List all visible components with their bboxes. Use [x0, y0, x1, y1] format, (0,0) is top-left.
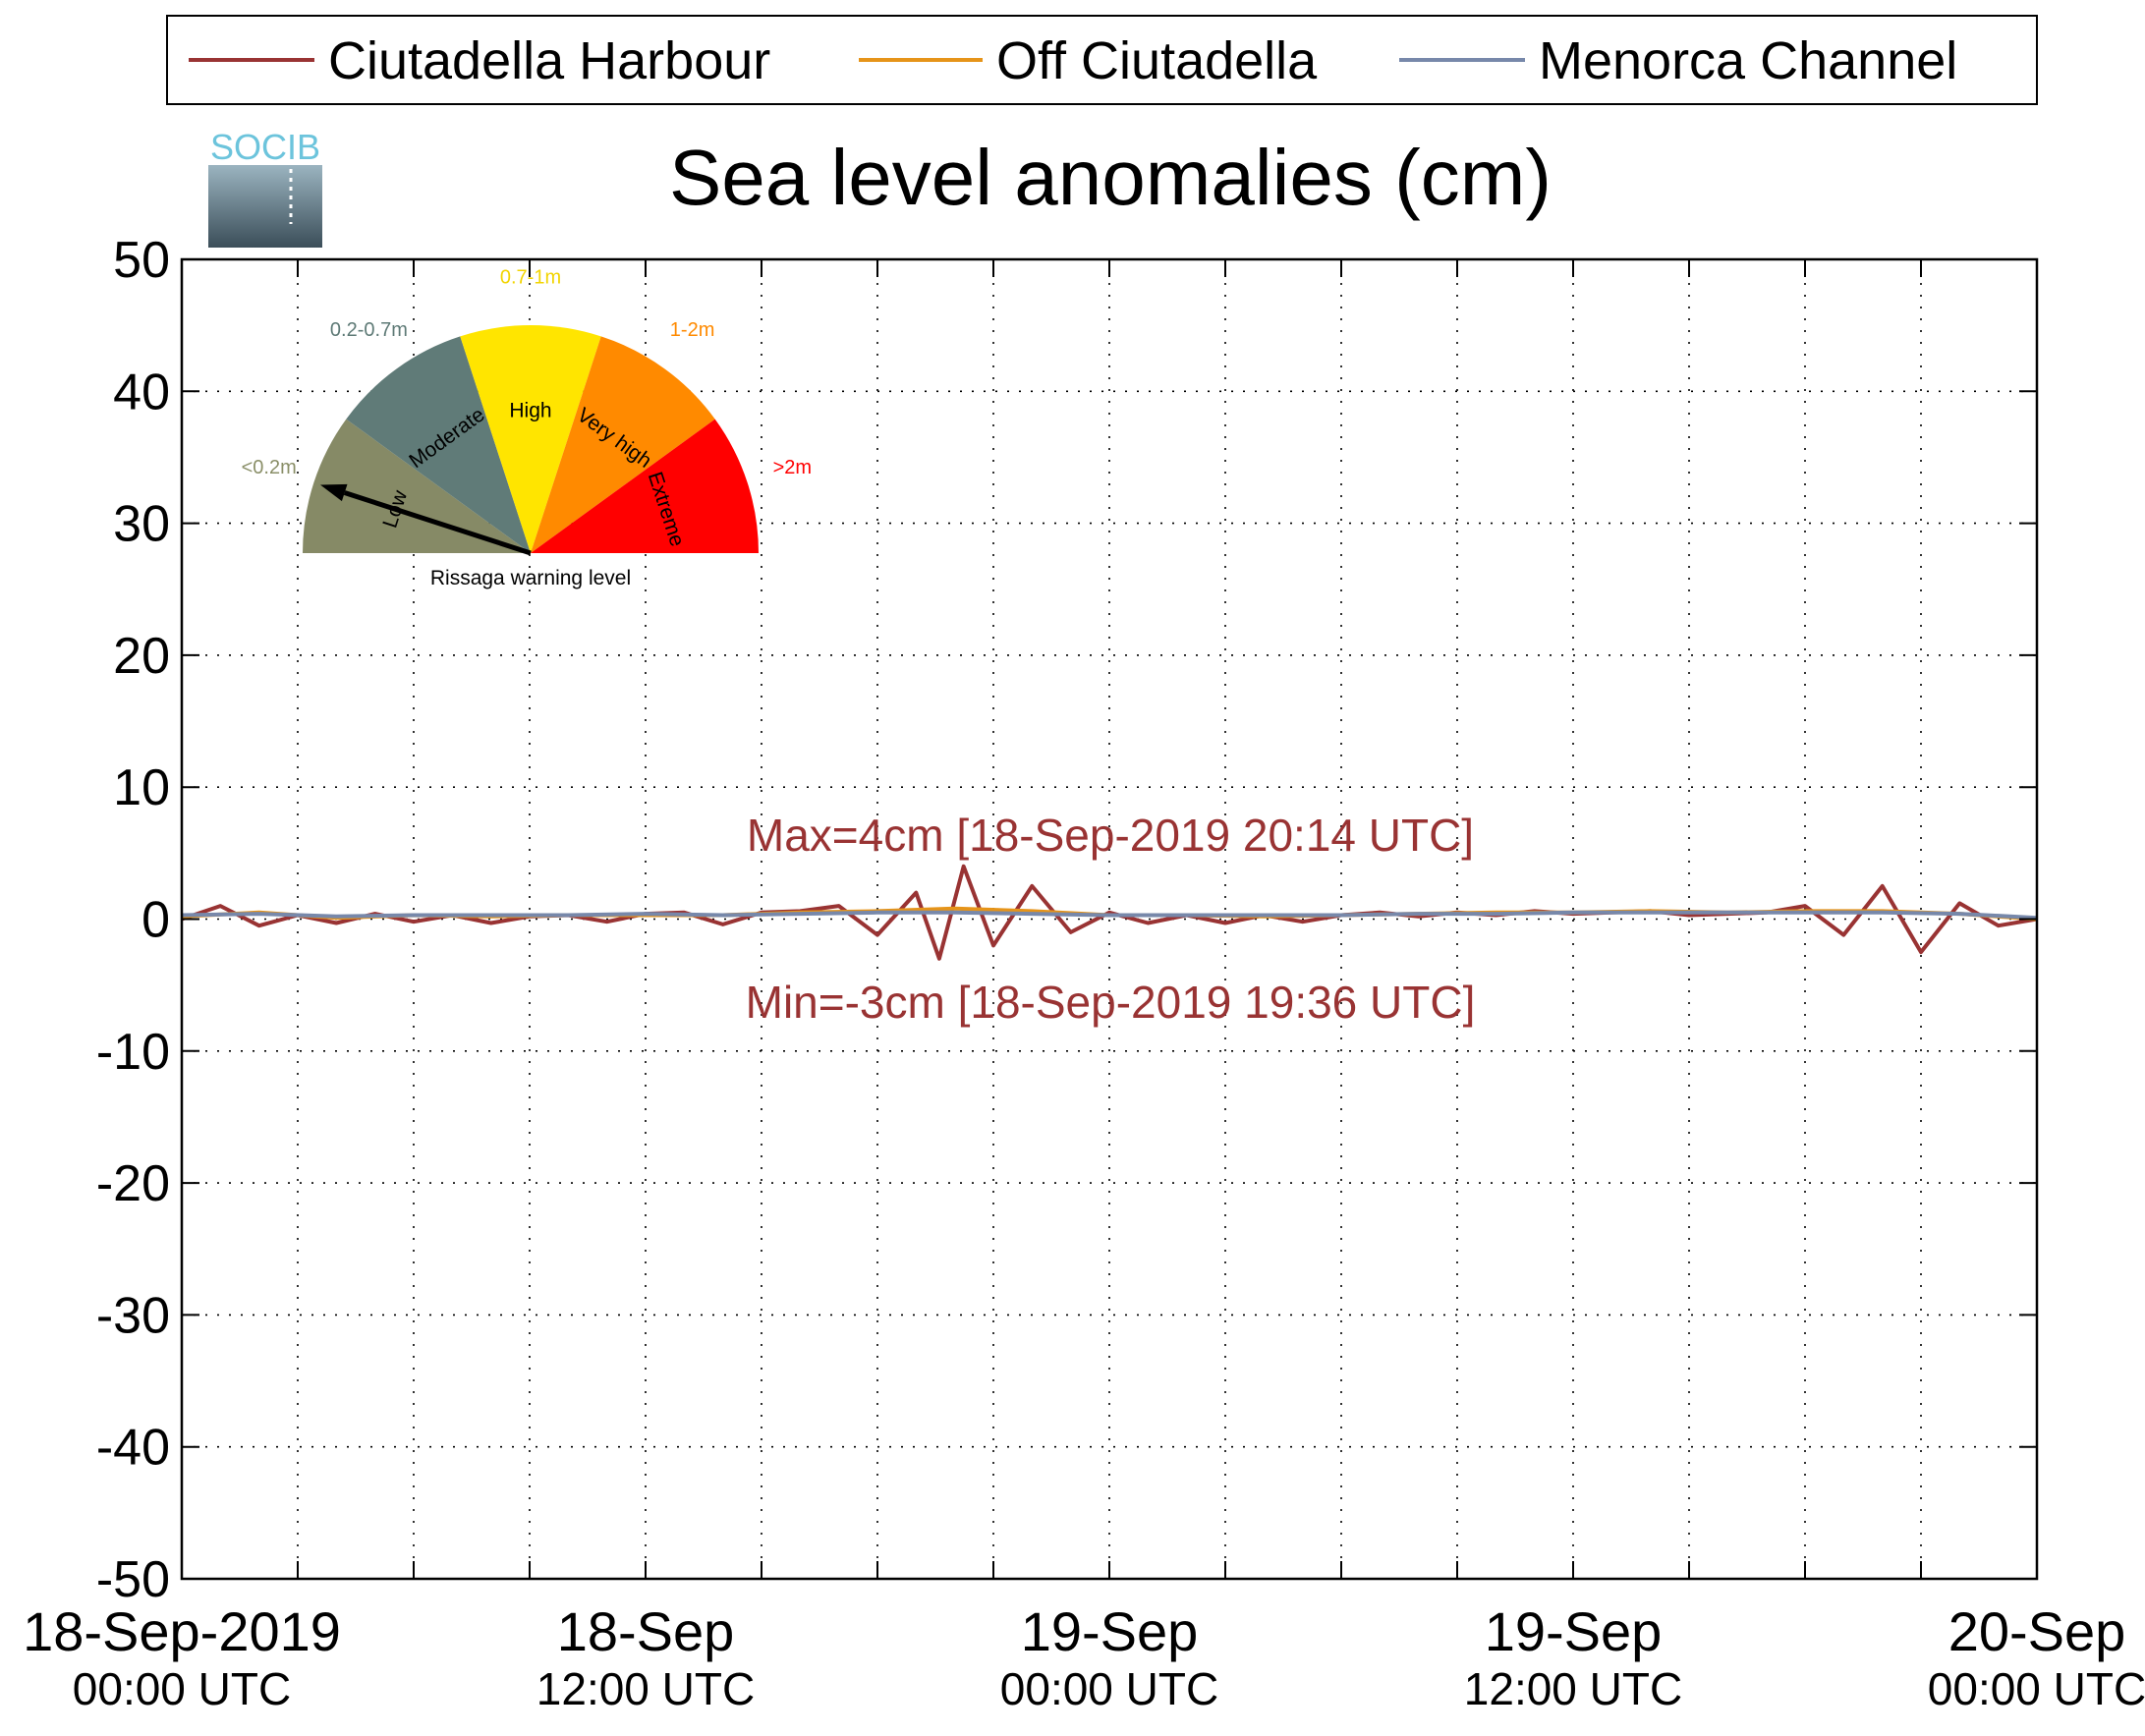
gauge-needle-arrowhead	[320, 483, 348, 502]
socib-logo: SOCIB	[208, 127, 322, 248]
logo-text: SOCIB	[210, 127, 320, 167]
gauge-segment-extreme	[531, 419, 759, 553]
legend: Ciutadella Harbour Off Ciutadella Menorc…	[166, 15, 2038, 105]
y-tick-label: 20	[113, 628, 170, 685]
y-axis-tick-labels: 50 40 30 20 10 0 -10 -20 -30 -40 -50	[96, 232, 170, 1608]
x-tick-label-time: 12:00 UTC	[1464, 1663, 1682, 1714]
series-line-menorca-channel	[181, 910, 2038, 921]
series-layer	[181, 864, 2038, 961]
gauge-range-label: 1-2m	[670, 319, 715, 341]
min-annotation: Min=-3cm [18-Sep-2019 19:36 UTC]	[746, 977, 1476, 1028]
gauge-segment-moderate	[346, 336, 531, 553]
y-tick-label: -50	[96, 1551, 170, 1608]
x-tick-label-date: 18-Sep-2019	[23, 1600, 341, 1662]
chart-title: Sea level anomalies (cm)	[669, 134, 1552, 221]
x-tick-label-date: 19-Sep	[1021, 1600, 1199, 1662]
x-tick-label-date: 20-Sep	[1948, 1600, 2126, 1662]
gauge-segment-high	[460, 325, 601, 553]
axis-ticks	[181, 258, 2038, 1580]
y-tick-label: 30	[113, 496, 170, 553]
logo-emblem	[208, 165, 322, 248]
grid-lines	[182, 259, 2037, 1579]
gauge-range-label: 0.7-1m	[500, 266, 561, 288]
x-tick-label-date: 19-Sep	[1485, 1600, 1663, 1662]
y-tick-label: 40	[113, 364, 170, 420]
gauge-segment-label: High	[509, 400, 551, 422]
y-tick-label: -20	[96, 1155, 170, 1212]
x-tick-label-time: 00:00 UTC	[73, 1663, 291, 1714]
max-annotation: Max=4cm [18-Sep-2019 20:14 UTC]	[747, 810, 1474, 861]
legend-label-menorca-channel: Menorca Channel	[1539, 31, 1957, 90]
x-tick-label-date: 18-Sep	[557, 1600, 735, 1662]
gauge-range-label: >2m	[773, 457, 812, 478]
gauge-needle	[343, 490, 532, 556]
gauge-segment-very-high	[531, 336, 715, 553]
x-tick-label-time: 00:00 UTC	[1000, 1663, 1218, 1714]
y-tick-label: 50	[113, 232, 170, 289]
x-tick-label-time: 00:00 UTC	[1928, 1663, 2145, 1714]
y-tick-label: 10	[113, 759, 170, 816]
y-tick-label: -10	[96, 1024, 170, 1081]
y-tick-label: -30	[96, 1287, 170, 1344]
legend-box	[166, 15, 2038, 105]
gauge-segment-low	[303, 419, 531, 553]
rissaga-warning-gauge: Rissaga warning level Low<0.2mModerate0.…	[242, 266, 812, 589]
gauge-range-label: <0.2m	[242, 457, 297, 478]
gauge-title: Rissaga warning level	[430, 567, 631, 589]
legend-label-off-ciutadella: Off Ciutadella	[996, 31, 1318, 90]
gauge-range-label: 0.2-0.7m	[330, 319, 408, 341]
y-tick-label: 0	[141, 892, 170, 949]
x-tick-label-time: 12:00 UTC	[536, 1663, 755, 1714]
y-tick-label: -40	[96, 1420, 170, 1477]
legend-label-ciutadella-harbour: Ciutadella Harbour	[328, 31, 770, 90]
